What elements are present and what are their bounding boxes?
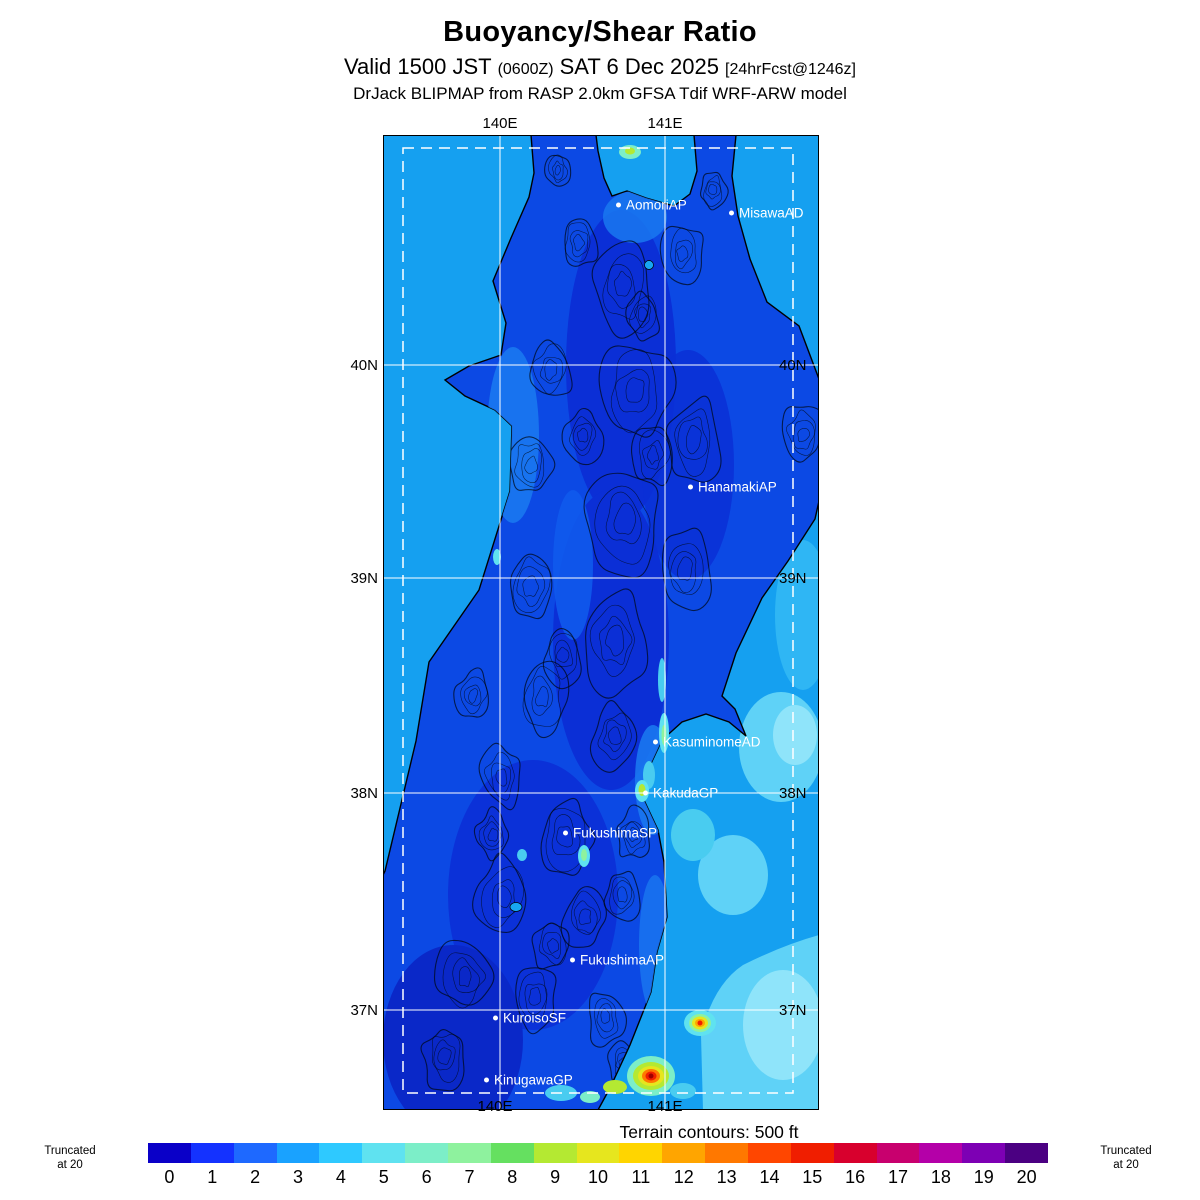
colorbar-cell: 12 [662,1143,706,1188]
colorbar-swatch [833,1143,877,1163]
colorbar-cell: 10 [576,1143,620,1188]
colorbar-cell: 3 [276,1143,320,1188]
colorbar-swatch [962,1143,1006,1163]
lake-inawashiro [509,902,523,912]
colorbar-swatch [490,1143,534,1163]
colorbar-swatch [619,1143,663,1163]
colorbar-tick-label: 9 [550,1167,561,1187]
colorbar-swatch [319,1143,363,1163]
colorbar-tick-label: 7 [464,1167,475,1187]
contour-layer [420,154,819,1092]
truncated-right-line2: at 20 [1113,1159,1139,1172]
colorbar-tick-label: 11 [631,1167,651,1187]
colorbar-cell: 16 [833,1143,877,1188]
colorbar-swatch [790,1143,834,1163]
valid-date: SAT 6 Dec 2025 [559,54,720,79]
colorbar-tick-label: 18 [930,1167,951,1187]
colorbar-swatch [276,1143,320,1163]
colorbar: 0 1 2 3 4 5 6 7 8 9 10 11 12 13 14 15 16 17 18 19 20 [148,1143,1049,1188]
colorbar-tick-label: 17 [888,1167,909,1187]
colorbar-cell: 2 [233,1143,277,1188]
truncated-right-line1: Truncated [1100,1145,1152,1157]
colorbar-cell: 20 [1005,1143,1049,1188]
colorbar-cell: 9 [533,1143,577,1188]
lon-tick-top: 141E [647,115,683,132]
colorbar-tick-label: 1 [207,1167,218,1187]
colorbar-swatch [662,1143,706,1163]
colorbar-cell: 5 [362,1143,406,1188]
colorbar-tick-label: 8 [507,1167,518,1187]
valid-zulu: (0600Z) [497,61,554,78]
colorbar-swatch [405,1143,449,1163]
colorbar-tick-label: 6 [421,1167,432,1187]
truncated-left-line2: at 20 [57,1159,83,1172]
colorbar-cell: 7 [448,1143,491,1188]
colorbar-swatch [148,1143,191,1163]
lat-tick-left: 37N [350,1002,378,1019]
lat-tick-left: 39N [350,570,378,587]
header: Buoyancy/Shear Ratio Valid 1500 JST (0600… [0,16,1200,104]
map-area: 140E 141E 140E 141E 40N 39N 38N 37N 40N 39N 38N 37N… [350,115,819,1115]
colorbar-cell: 11 [619,1143,663,1188]
lat-tick-left: 38N [350,785,378,802]
page-title: Buoyancy/Shear Ratio [443,16,757,48]
colorbar-cell: 15 [790,1143,834,1188]
colorbar-swatch [233,1143,277,1163]
colorbar-tick-label: 2 [250,1167,261,1187]
colorbar-swatch [448,1143,491,1163]
model-line: DrJack BLIPMAP from RASP 2.0km GFSA Tdif… [353,84,847,103]
truncated-label-right: Truncated at 20 [1081,1144,1171,1173]
colorbar-cell: 19 [962,1143,1006,1188]
valid-prefix: Valid 1500 JST [344,54,492,79]
colorbar-tick-label: 3 [293,1167,304,1187]
colorbar-cell: 8 [490,1143,534,1188]
colorbar-swatch [705,1143,749,1163]
colorbar-tick-label: 10 [588,1167,609,1187]
colorbar-swatch [1005,1143,1049,1163]
colorbar-tick-label: 20 [1016,1167,1037,1187]
map-svg [383,135,819,1110]
sea-patches [671,540,819,1110]
valid-fcst: [24hrFcst@1246z] [725,61,856,78]
colorbar-swatch [190,1143,234,1163]
colorbar-cell: 18 [919,1143,963,1188]
valid-time-line: Valid 1500 JST (0600Z) SAT 6 Dec 2025 [24hr… [0,54,1200,80]
map-frame [383,135,819,1110]
colorbar-swatch [876,1143,920,1163]
truncated-left-line1: Truncated [44,1145,96,1157]
lake-towada [644,260,654,270]
colorbar-cell: 4 [319,1143,363,1188]
colorbar-cell: 0 [148,1143,191,1188]
colorbar-cell: 1 [190,1143,234,1188]
lat-tick-left: 40N [350,357,378,374]
colorbar-tick-label: 15 [802,1167,823,1187]
map-caption: Terrain contours: 500 ft [619,1122,799,1142]
domain-boundary [402,147,794,1094]
colorbar-cell: 17 [876,1143,920,1188]
colorbar-tick-label: 13 [716,1167,737,1187]
colorbar-tick-label: 14 [759,1167,780,1187]
colorbar-swatch [748,1143,791,1163]
colorbar-cell: 14 [748,1143,791,1188]
colorbar-tick-label: 4 [335,1167,346,1187]
truncated-label-left: Truncated at 20 [25,1144,115,1173]
colorbar-cell: 6 [405,1143,449,1188]
colorbar-tick-label: 19 [973,1167,994,1187]
colorbar-swatch [576,1143,620,1163]
land-shading [383,191,734,1110]
grid-lines [383,135,819,1110]
colorbar-swatch [919,1143,963,1163]
colorbar-tick-label: 12 [673,1167,694,1187]
colorbar-tick-label: 5 [378,1167,389,1187]
colorbar-swatch [362,1143,406,1163]
colorbar-swatch [533,1143,577,1163]
colorbar-tick-label: 0 [164,1167,175,1187]
colorbar-cell: 13 [705,1143,749,1188]
colorbar-tick-label: 16 [845,1167,866,1187]
lon-tick-top: 140E [482,115,518,132]
